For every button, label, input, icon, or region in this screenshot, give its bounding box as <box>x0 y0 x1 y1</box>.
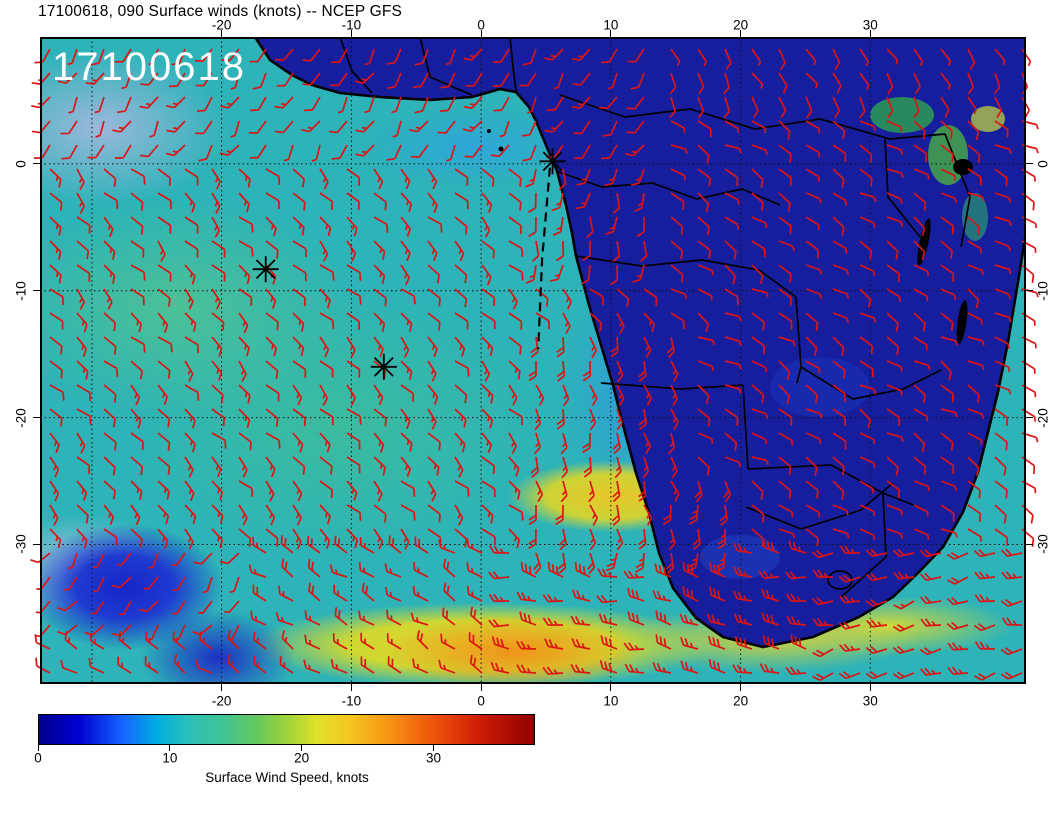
axis-tick <box>33 163 40 165</box>
x-tick-label-top: 10 <box>603 17 619 33</box>
colorbar-tick <box>169 745 171 751</box>
axis-tick <box>869 684 871 691</box>
axis-tick <box>869 30 871 37</box>
axis-tick <box>1026 543 1033 545</box>
axis-tick <box>33 417 40 419</box>
axis-tick <box>740 684 742 691</box>
y-tick-label-left: -20 <box>13 407 29 428</box>
forecast-track <box>537 167 551 350</box>
wind-barbs-layer <box>30 48 1039 682</box>
colorbar-tick-label: 30 <box>425 750 441 766</box>
lakes <box>487 129 973 344</box>
datetime-overlay-label: 17100618 <box>52 45 246 89</box>
map-area: 17100618 <box>30 37 1039 684</box>
colorbar-tick <box>432 745 434 751</box>
colorbar-gradient <box>38 714 535 745</box>
x-tick-label-top: 20 <box>733 17 749 33</box>
y-tick-label-left: -10 <box>13 280 29 301</box>
axis-tick <box>350 30 352 37</box>
x-tick-label-bottom: 0 <box>477 693 485 709</box>
axis-tick <box>480 684 482 691</box>
storm-position-marker <box>252 256 279 283</box>
axis-tick <box>610 30 612 37</box>
x-tick-label-top: 0 <box>477 17 485 33</box>
colorbar-tick-label: 10 <box>162 750 178 766</box>
axis-tick <box>221 30 223 37</box>
colorbar-tick <box>37 745 39 751</box>
axis-tick <box>740 30 742 37</box>
y-tick-label-left: -30 <box>13 534 29 555</box>
y-tick-label-right: 0 <box>1035 160 1051 168</box>
colorbar-label: Surface Wind Speed, knots <box>205 770 369 785</box>
storm-position-marker <box>539 148 566 175</box>
colorbar-tick-label: 0 <box>34 750 42 766</box>
y-tick-label-right: -30 <box>1035 534 1051 555</box>
axis-tick <box>350 684 352 691</box>
y-tick-label-left: 0 <box>13 160 29 168</box>
africa-coastline <box>253 37 1026 649</box>
axis-tick <box>33 290 40 292</box>
axis-tick <box>480 30 482 37</box>
x-tick-label-bottom: -10 <box>341 693 362 709</box>
x-tick-label-bottom: -20 <box>211 693 232 709</box>
country-borders <box>339 37 971 598</box>
colorbar-tick <box>301 745 303 751</box>
x-tick-label-bottom: 10 <box>603 693 619 709</box>
colorbar-tick-label: 20 <box>294 750 310 766</box>
axis-tick <box>33 543 40 545</box>
y-tick-label-right: -20 <box>1035 407 1051 428</box>
x-tick-label-top: 30 <box>862 17 878 33</box>
markers-layer <box>252 148 566 380</box>
y-tick-label-right: -10 <box>1035 280 1051 301</box>
plot-title: 17100618, 090 Surface winds (knots) -- N… <box>38 3 403 20</box>
axis-tick <box>1026 417 1033 419</box>
x-tick-label-bottom: 30 <box>862 693 878 709</box>
axis-tick <box>221 684 223 691</box>
axis-tick <box>1026 163 1033 165</box>
x-tick-label-bottom: 20 <box>733 693 749 709</box>
storm-position-marker <box>370 353 397 380</box>
x-tick-label-top: -20 <box>211 17 232 33</box>
axis-tick <box>610 684 612 691</box>
x-tick-label-top: -10 <box>341 17 362 33</box>
axis-tick <box>1026 290 1033 292</box>
